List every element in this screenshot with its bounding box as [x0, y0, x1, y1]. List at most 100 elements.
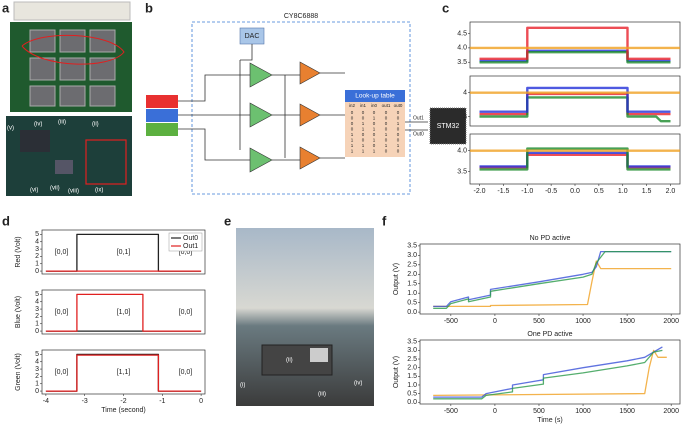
photo-label: (i) — [240, 383, 245, 389]
lut-cell: 0 — [351, 110, 354, 115]
lut-cell: 1 — [362, 143, 365, 148]
lut-cell: 0 — [362, 116, 365, 121]
annotation: [0,0] — [55, 369, 69, 376]
series-line — [479, 49, 671, 62]
y-tick-label: 5 — [35, 351, 39, 358]
lut-cell: 0 — [362, 110, 365, 115]
series-line — [433, 250, 672, 308]
lut-cell: 1 — [373, 116, 376, 121]
lut-cell: 0 — [373, 110, 376, 115]
y-tick-label: 1 — [35, 261, 39, 268]
x-tick-label: 1000 — [575, 318, 591, 325]
x-tick-label: 0.5 — [594, 188, 604, 195]
y-tick-label: 2.5 — [407, 262, 417, 269]
y-tick-label: 2.0 — [407, 365, 417, 372]
panel-label: e — [224, 213, 231, 228]
series-line — [479, 147, 671, 171]
x-tick-label: 1500 — [619, 318, 635, 325]
output-label: Out0 — [413, 131, 424, 137]
y-tick-label: 3 — [35, 246, 39, 253]
photo-label: (iv) — [354, 381, 362, 387]
photo-label: (viii) — [68, 189, 79, 195]
output-label: Out1 — [413, 115, 424, 121]
series-line — [433, 349, 663, 400]
y-tick-label: 0.5 — [407, 390, 417, 397]
y-tick-label: 1.0 — [407, 290, 417, 297]
lut-cell: 1 — [351, 149, 354, 154]
lut-cell: 0 — [385, 149, 388, 154]
y-tick-label: 4 — [35, 239, 39, 246]
annotation: [0,0] — [179, 309, 193, 316]
lut-cell: 0 — [397, 149, 400, 154]
lut-header: in0 — [371, 103, 378, 108]
series-line — [45, 293, 202, 332]
photo-a: (i) (ii) (iii) (iv) (v) (vi) (vii) (viii… — [4, 1, 132, 196]
annotation: [0,0] — [55, 249, 69, 256]
y-axis-label: Output (V) — [393, 263, 400, 295]
y-tick-label: 2 — [35, 253, 39, 260]
annotation: [0,0] — [179, 249, 193, 256]
chart-title: No PD active — [530, 235, 571, 242]
x-tick-label: -1.0 — [521, 188, 533, 195]
lut-cell: 0 — [397, 138, 400, 143]
lut-cell: 1 — [397, 143, 400, 148]
lut-cell: 0 — [385, 127, 388, 132]
series-line — [433, 349, 667, 397]
y-tick-label: 4 — [35, 359, 39, 366]
y-tick-label: 0.0 — [407, 399, 417, 406]
lut-cell: 1 — [351, 143, 354, 148]
x-tick-label: -0.5 — [545, 188, 557, 195]
y-tick-label: 2.5 — [407, 356, 417, 363]
plot-frame — [419, 243, 681, 315]
annotation: [1,1] — [117, 369, 131, 376]
lut-title: Look-up table — [355, 93, 395, 100]
x-tick-label: 1000 — [575, 408, 591, 415]
x-tick-label: 500 — [533, 318, 545, 325]
x-tick-label: 2000 — [663, 408, 679, 415]
dac-label: DAC — [245, 33, 260, 40]
lut-cell: 0 — [397, 127, 400, 132]
x-tick-label: 1.0 — [618, 188, 628, 195]
series-line — [45, 354, 202, 392]
photo-label: (vi) — [30, 188, 38, 194]
photo-label: (ii) — [286, 358, 293, 364]
series-line — [479, 151, 671, 168]
y-tick-label: 1.0 — [407, 382, 417, 389]
y-tick-label: 4.0 — [457, 148, 467, 155]
y-tick-label: 3.0 — [407, 252, 417, 259]
x-tick-label: 0 — [199, 398, 203, 405]
plot-frame — [469, 21, 681, 69]
lut-cell: 0 — [397, 110, 400, 115]
lut-cell: 1 — [373, 127, 376, 132]
y-tick-label: 4 — [463, 90, 467, 97]
plot-frame — [469, 133, 681, 185]
x-tick-label: -2.0 — [474, 188, 486, 195]
mcu-label: STM32 — [437, 123, 460, 130]
y-tick-label: 3.5 — [457, 59, 467, 66]
series-line — [479, 96, 671, 123]
panel-label: c — [442, 0, 449, 15]
photo-e: (i) (ii) (iii) (iv) — [236, 228, 374, 406]
x-tick-label: -500 — [444, 408, 458, 415]
y-tick-label: 1 — [35, 321, 39, 328]
photo-label: (iii) — [58, 120, 66, 126]
series-line — [479, 26, 671, 60]
lut-cell: 1 — [351, 132, 354, 137]
lut-header: in1 — [360, 103, 367, 108]
chip-label: CY8C6888 — [284, 13, 318, 20]
y-tick-label: 4.5 — [457, 30, 467, 37]
y-tick-label: 3 — [35, 306, 39, 313]
series-line — [433, 250, 672, 309]
lut-cell: 1 — [397, 121, 400, 126]
annotation: [0,1] — [117, 249, 131, 256]
series-line — [479, 86, 671, 113]
x-tick-label: -1 — [159, 398, 165, 405]
y-tick-label: 1.5 — [407, 373, 417, 380]
x-axis-label: Time (second) — [101, 407, 145, 414]
lut-cell: 0 — [373, 132, 376, 137]
panel-label: f — [382, 213, 387, 228]
lut-cell: 1 — [362, 127, 365, 132]
y-tick-label: 2.0 — [407, 271, 417, 278]
series-line — [433, 346, 663, 398]
lut-cell: 0 — [373, 143, 376, 148]
